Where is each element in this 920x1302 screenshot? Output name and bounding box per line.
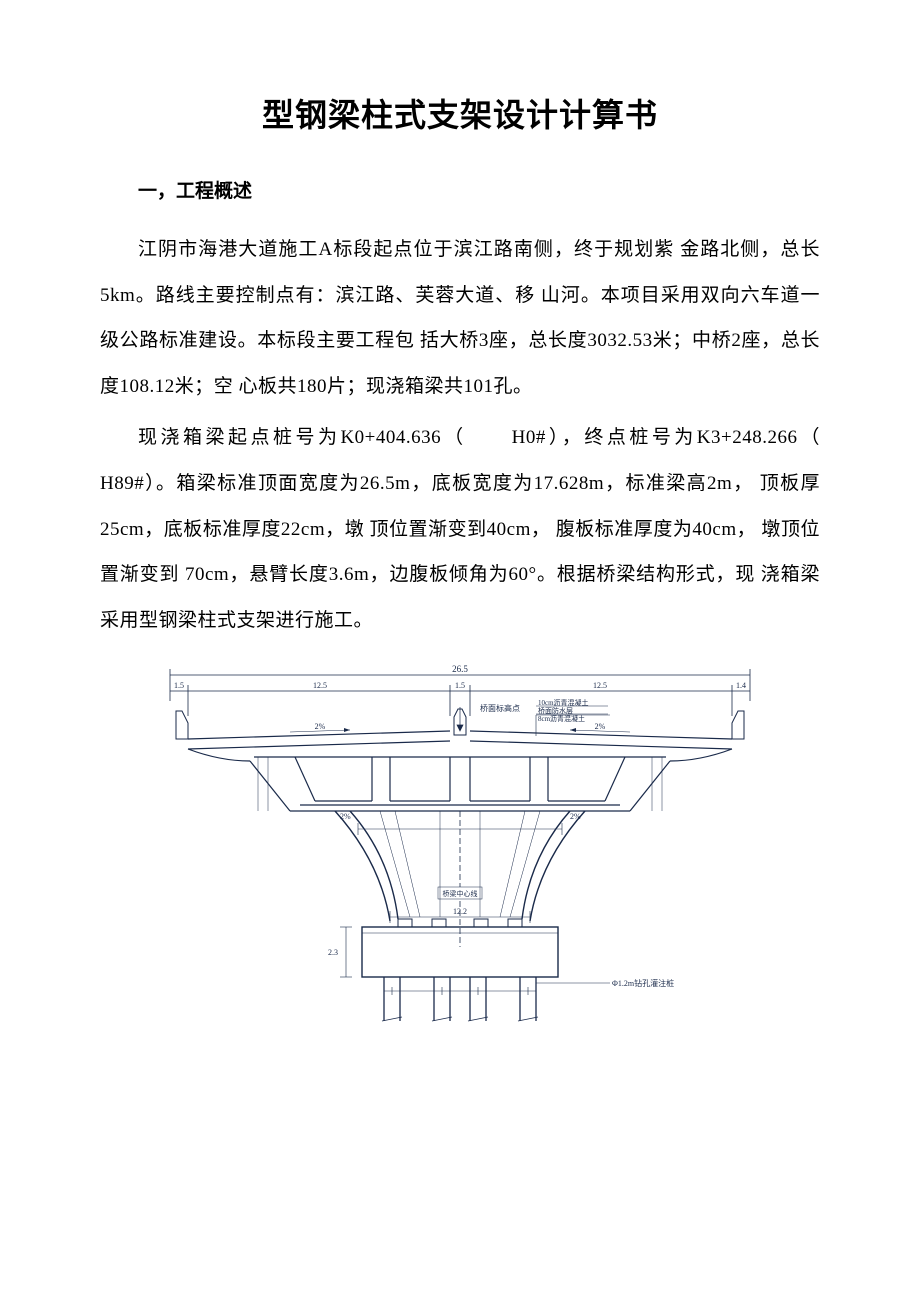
document-title: 型钢梁柱式支架设计计算书 (100, 90, 820, 136)
slope-left: 2% (315, 722, 326, 731)
dim-top-overall: 26.5 (452, 664, 468, 674)
cross-section-diagram: 26.5 1.5 12.5 1.5 12.5 1.4 (100, 661, 820, 1031)
layer-3: 8cm沥青混凝土 (538, 714, 585, 723)
bridge-cross-section-svg: 26.5 1.5 12.5 1.5 12.5 1.4 (140, 661, 780, 1031)
dim-left-half: 12.5 (313, 681, 327, 690)
pier-width: 12.2 (453, 907, 467, 916)
layer-1: 10cm沥青混凝土 (538, 698, 589, 707)
dim-right-margin: 1.4 (736, 681, 746, 690)
section-1-heading: 一，工程概述 (100, 176, 820, 203)
dim-left-margin: 1.5 (174, 681, 184, 690)
svg-text:1.5: 1.5 (455, 681, 465, 690)
paragraph-2: 现浇箱梁起点桩号为K0+404.636（ H0#），终点桩号为K3+248.26… (100, 415, 820, 643)
dim-right-half: 12.5 (593, 681, 607, 690)
slope-right: 2% (595, 722, 606, 731)
layer-2: 桥面防水层 (538, 706, 573, 715)
cap-height: 2.3 (328, 948, 338, 957)
centerline-label: 桥梁中心线 (443, 889, 478, 898)
paragraph-1: 江阴市海港大道施工A标段起点位于滨江路南侧，终于规划紫 金路北侧，总长5km。路… (100, 227, 820, 409)
document-page: 型钢梁柱式支架设计计算书 一，工程概述 江阴市海港大道施工A标段起点位于滨江路南… (0, 0, 920, 1091)
center-label: 桥面标高点 (480, 703, 520, 713)
pile-label: Φ1.2m钻孔灌注桩 (612, 978, 674, 988)
